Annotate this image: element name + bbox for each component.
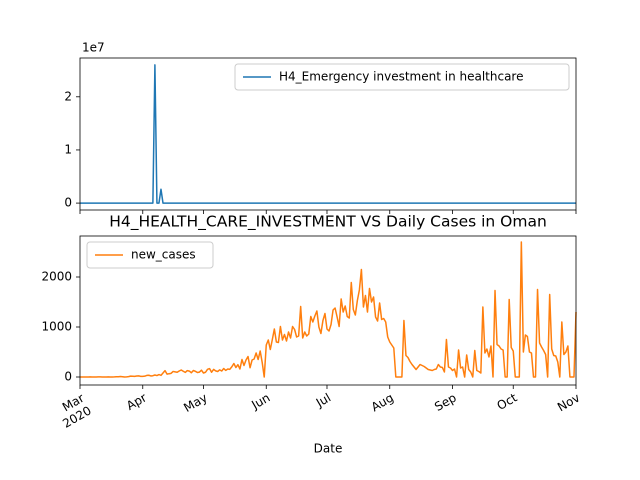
x-axis-label: Date [314, 442, 343, 456]
legend-box [86, 241, 214, 269]
axes-frame [79, 235, 577, 386]
y-tick-label: 0 [64, 370, 72, 384]
y-tick-label: 0 [64, 196, 72, 210]
axes-frame [79, 57, 577, 211]
data-line [80, 64, 576, 204]
y-tick-label: 1000 [41, 320, 72, 334]
chart-title: H4_HEALTH_CARE_INVESTMENT VS Daily Cases… [109, 213, 547, 232]
y-tick-label: 2000 [41, 270, 72, 284]
x-tick-label: Jul [313, 391, 333, 411]
legend-label: H4_Emergency investment in healthcare [279, 70, 523, 84]
legend-label: new_cases [131, 248, 196, 262]
x-tick-label-group: Jul [313, 391, 333, 411]
data-line [80, 241, 577, 378]
y-tick-label: 1 [64, 142, 72, 156]
legend: H4_Emergency investment in healthcare [234, 63, 570, 91]
legend-box [234, 63, 570, 91]
offset-text: 1e7 [82, 41, 105, 55]
legend: new_cases [86, 241, 214, 269]
y-tick-label: 2 [64, 89, 72, 103]
